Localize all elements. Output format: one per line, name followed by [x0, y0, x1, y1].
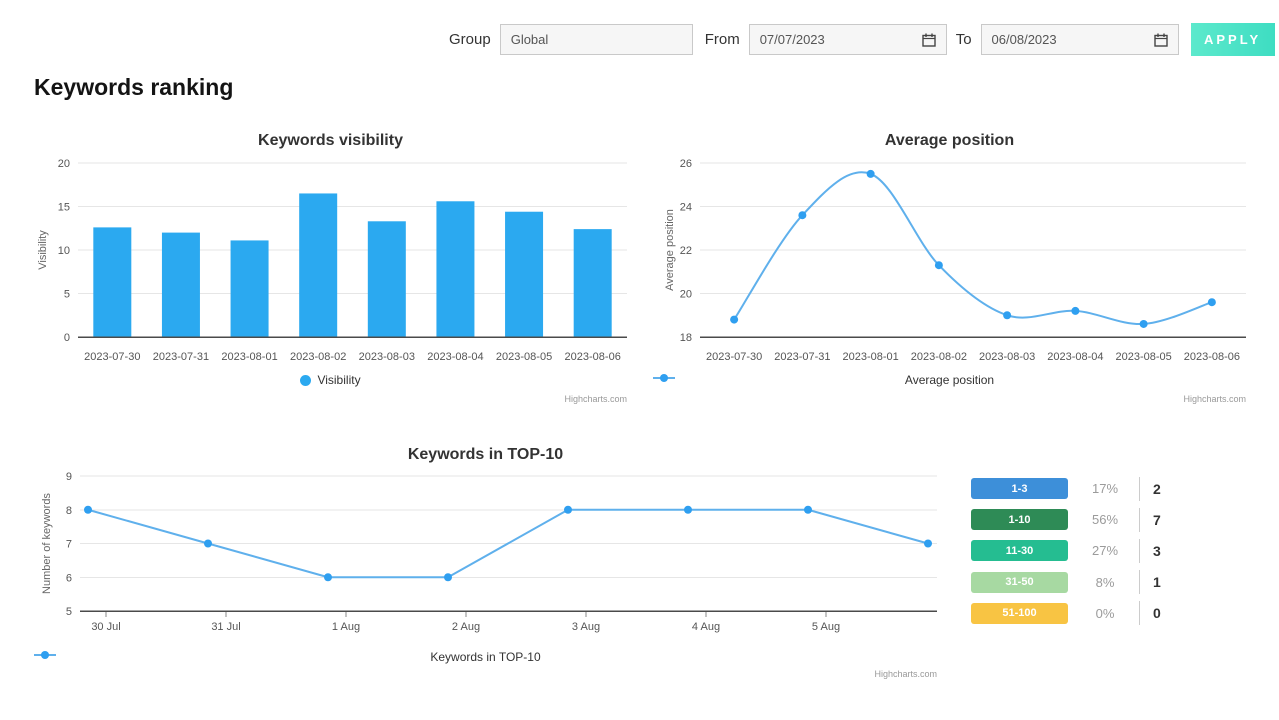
- rank-badge-51-100: 51-100: [971, 603, 1068, 624]
- rank-row-1-10: 1-10 56% 7: [971, 504, 1161, 535]
- rank-row-31-50: 31-50 8% 1: [971, 567, 1161, 598]
- svg-text:2023-08-03: 2023-08-03: [359, 351, 415, 363]
- svg-text:9: 9: [66, 471, 72, 483]
- svg-text:0: 0: [64, 332, 70, 344]
- rank-count: 1: [1153, 574, 1161, 590]
- legend-item-average-position[interactable]: Average position: [653, 373, 1246, 387]
- legend-item-keywords-top10[interactable]: Keywords in TOP-10: [34, 650, 937, 664]
- highcharts-credit-link[interactable]: Highcharts.com: [874, 669, 937, 679]
- svg-text:22: 22: [680, 245, 692, 257]
- rank-percent: 27%: [1083, 543, 1127, 558]
- from-date-value: 07/07/2023: [760, 32, 825, 47]
- filter-bar: Group Global From 07/07/2023 To 06/08/20…: [449, 23, 1275, 56]
- svg-text:2023-08-05: 2023-08-05: [496, 351, 552, 363]
- svg-text:2023-07-30: 2023-07-30: [706, 351, 762, 363]
- calendar-icon[interactable]: [922, 33, 936, 47]
- svg-text:24: 24: [680, 202, 692, 214]
- svg-text:2023-08-02: 2023-08-02: [290, 351, 346, 363]
- keywords-top10-chart: Keywords in TOP-10 5 6 7 8 9 Number of keywor…: [34, 442, 937, 692]
- svg-text:2 Aug: 2 Aug: [452, 621, 480, 633]
- svg-text:2023-08-06: 2023-08-06: [565, 351, 621, 363]
- divider: [1139, 539, 1140, 563]
- svg-text:15: 15: [58, 202, 70, 214]
- svg-text:8: 8: [66, 505, 72, 517]
- svg-text:Average position: Average position: [664, 209, 676, 291]
- keywords-visibility-chart: Keywords visibility 05101520Visibility20…: [34, 128, 627, 418]
- rank-count: 3: [1153, 543, 1161, 559]
- group-select[interactable]: Global: [500, 24, 693, 55]
- from-date-input[interactable]: 07/07/2023: [749, 24, 947, 55]
- rank-badge-31-50: 31-50: [971, 572, 1068, 593]
- svg-text:3 Aug: 3 Aug: [572, 621, 600, 633]
- svg-text:2023-07-30: 2023-07-30: [84, 351, 140, 363]
- svg-text:6: 6: [66, 572, 72, 584]
- divider: [1139, 477, 1140, 501]
- rank-percent: 17%: [1083, 481, 1127, 496]
- apply-button[interactable]: APPLY: [1191, 23, 1275, 56]
- to-label: To: [956, 31, 972, 48]
- svg-text:2023-08-04: 2023-08-04: [1047, 351, 1103, 363]
- average-position-chart: Average position 18 20 22 24 26 Average posit…: [653, 128, 1246, 418]
- rank-count: 7: [1153, 512, 1161, 528]
- svg-text:2023-08-04: 2023-08-04: [427, 351, 483, 363]
- svg-text:7: 7: [66, 539, 72, 551]
- legend-label: Visibility: [317, 373, 360, 387]
- rank-percent: 8%: [1083, 575, 1127, 590]
- highcharts-credit-link[interactable]: Highcharts.com: [564, 394, 627, 404]
- rank-row-11-30: 11-30 27% 3: [971, 535, 1161, 566]
- svg-text:2023-08-06: 2023-08-06: [1184, 351, 1240, 363]
- rank-badge-1-3: 1-3: [971, 478, 1068, 499]
- svg-text:2023-07-31: 2023-07-31: [153, 351, 209, 363]
- svg-text:31 Jul: 31 Jul: [211, 621, 240, 633]
- svg-text:4 Aug: 4 Aug: [692, 621, 720, 633]
- calendar-icon[interactable]: [1154, 33, 1168, 47]
- rank-row-1-3: 1-3 17% 2: [971, 473, 1161, 504]
- svg-text:2023-07-31: 2023-07-31: [774, 351, 830, 363]
- svg-text:1 Aug: 1 Aug: [332, 621, 360, 633]
- svg-text:30 Jul: 30 Jul: [91, 621, 120, 633]
- svg-text:5: 5: [64, 289, 70, 301]
- highcharts-credit-link[interactable]: Highcharts.com: [1183, 394, 1246, 404]
- legend-marker-line-dot: [653, 373, 675, 383]
- to-date-value: 06/08/2023: [992, 32, 1057, 47]
- rank-badge-1-10: 1-10: [971, 509, 1068, 530]
- keywords-ranking-dashboard: Group Global From 07/07/2023 To 06/08/20…: [0, 0, 1279, 720]
- ranking-distribution-table: 1-3 17% 2 1-10 56% 7 11-30 27% 3 31-50 8…: [971, 473, 1161, 629]
- svg-text:Visibility: Visibility: [37, 230, 49, 270]
- svg-text:2023-08-03: 2023-08-03: [979, 351, 1035, 363]
- rank-row-51-100: 51-100 0% 0: [971, 598, 1161, 629]
- divider: [1139, 570, 1140, 594]
- svg-text:2023-08-05: 2023-08-05: [1115, 351, 1171, 363]
- legend-label: Keywords in TOP-10: [430, 650, 540, 664]
- svg-text:Number of keywords: Number of keywords: [41, 493, 53, 594]
- divider: [1139, 601, 1140, 625]
- rank-percent: 56%: [1083, 512, 1127, 527]
- legend-marker-line-dot: [34, 650, 56, 660]
- divider: [1139, 508, 1140, 532]
- svg-text:10: 10: [58, 245, 70, 257]
- group-label: Group: [449, 31, 491, 48]
- rank-percent: 0%: [1083, 606, 1127, 621]
- from-label: From: [705, 31, 740, 48]
- legend-label: Average position: [905, 373, 994, 387]
- legend-item-visibility[interactable]: Visibility: [34, 373, 627, 387]
- rank-count: 0: [1153, 605, 1161, 621]
- svg-text:26: 26: [680, 158, 692, 170]
- legend-marker-circle: [300, 375, 311, 386]
- rank-badge-11-30: 11-30: [971, 540, 1068, 561]
- page-title: Keywords ranking: [34, 74, 233, 101]
- group-value: Global: [511, 32, 549, 47]
- svg-text:2023-08-01: 2023-08-01: [221, 351, 277, 363]
- svg-text:20: 20: [58, 158, 70, 170]
- rank-count: 2: [1153, 481, 1161, 497]
- svg-text:2023-08-01: 2023-08-01: [842, 351, 898, 363]
- svg-text:18: 18: [680, 332, 692, 344]
- svg-text:5: 5: [66, 606, 72, 618]
- to-date-input[interactable]: 06/08/2023: [981, 24, 1179, 55]
- svg-text:5 Aug: 5 Aug: [812, 621, 840, 633]
- svg-text:2023-08-02: 2023-08-02: [911, 351, 967, 363]
- svg-text:20: 20: [680, 289, 692, 301]
